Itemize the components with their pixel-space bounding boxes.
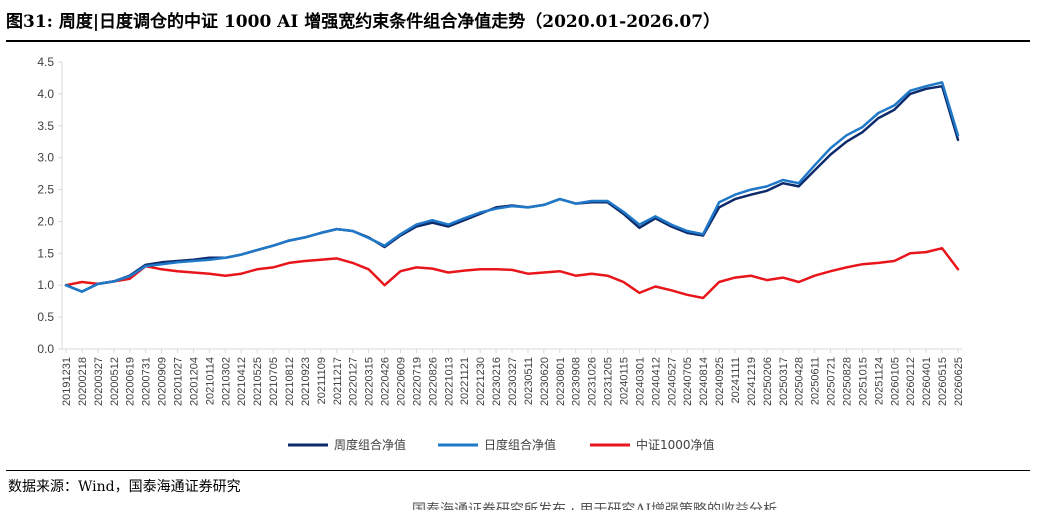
x-tick-label: 20230327 [507, 357, 519, 406]
x-tick-label: 20220826 [427, 357, 439, 406]
y-tick-label: 0.5 [37, 310, 54, 324]
x-tick-label: 20240705 [682, 357, 694, 406]
y-tick-label: 1.0 [37, 278, 54, 292]
x-tick-label: 20210412 [236, 357, 248, 406]
x-tick-label: 20200512 [109, 357, 121, 406]
x-tick-label: 20210705 [268, 357, 280, 406]
x-tick-label: 20250611 [810, 357, 822, 405]
x-tick-label: 20240925 [714, 357, 726, 406]
x-tick-label: 20260105 [889, 357, 901, 406]
plot-area [64, 81, 960, 300]
x-tick-label: 20200909 [157, 357, 169, 406]
x-tick-label: 20200327 [93, 357, 105, 406]
x-tick-label: 20200619 [125, 357, 137, 406]
x-tick-label: 20210302 [220, 357, 232, 406]
y-axis: 0.0 0.5 1.0 1.5 2.0 2.5 3.0 3.5 4.0 4.5 [37, 55, 63, 356]
x-tick-label: 20210812 [284, 357, 296, 406]
x-tick-label: 20251015 [857, 357, 869, 406]
x-tick-label: 20231205 [603, 357, 615, 406]
series-line-index [64, 246, 960, 300]
x-tick-label: 20221230 [475, 357, 487, 406]
y-tick-label: 2.5 [37, 183, 54, 197]
x-axis: 20191231 20200218 20200327 20200512 20200619… [61, 348, 965, 406]
x-tick-label: 20250721 [826, 357, 838, 406]
x-tick-label: 20231026 [587, 357, 599, 406]
x-tick-label: 20220426 [380, 357, 392, 406]
x-tick-label: 20201027 [173, 357, 185, 406]
x-tick-label: 20240115 [619, 357, 631, 405]
x-tick-label: 20260515 [937, 357, 949, 406]
line-chart: 0.00.51.01.52.02.53.03.54.04.5 20191231 2… [37, 55, 965, 452]
x-tick-label: 20230908 [571, 357, 583, 406]
title-divider [6, 40, 1030, 42]
x-tick-label: 20210114 [204, 357, 216, 405]
x-tick-label: 20221121 [459, 357, 471, 405]
x-tick-label: 20250317 [778, 357, 790, 406]
x-tick-label: 20241219 [746, 357, 758, 406]
y-tick-label: 2.0 [37, 214, 54, 228]
x-tick-label: 20241111 [730, 357, 742, 404]
x-tick-label: 20250428 [794, 357, 806, 406]
x-tick-label: 20220127 [348, 357, 360, 406]
y-tick-label: 1.5 [37, 246, 54, 260]
chart-title: 图31: 周度|日度调仓的中证 1000 AI 增强宽约束条件组合净值走势（20… [6, 12, 721, 32]
x-tick-label: 20230620 [539, 357, 551, 406]
x-tick-label: 20200218 [77, 357, 89, 406]
x-tick-label: 20240301 [634, 357, 646, 406]
x-tick-label: 20230511 [523, 357, 535, 405]
x-tick-label: 20220609 [396, 357, 408, 406]
legend-label: 中证1000净值 [636, 437, 715, 452]
x-tick-label: 20191231 [61, 357, 73, 406]
x-tick-label: 20210525 [252, 357, 264, 406]
x-tick-label: 20211217 [332, 357, 344, 405]
y-tick-label: 4.0 [37, 87, 54, 101]
x-tick-label: 20230801 [555, 357, 567, 406]
y-tick-label: 3.5 [37, 119, 54, 133]
x-tick-label: 20240412 [650, 357, 662, 406]
x-tick-label: 20200731 [141, 357, 153, 406]
x-tick-label: 20260212 [905, 357, 917, 406]
x-tick-label: 20260401 [921, 357, 933, 406]
page-footer-text: 国泰海通证券研究所发布 · 用于研究AI增强策略的收益分析 [412, 502, 777, 510]
x-tick-label: 20250828 [842, 357, 854, 406]
x-tick-label: 20210923 [300, 357, 312, 406]
x-tick-label: 20230216 [491, 357, 503, 406]
series-line-daily [64, 81, 960, 293]
x-tick-label: 20240814 [698, 357, 710, 406]
legend-label: 日度组合净值 [484, 437, 556, 452]
x-tick-label: 20251124 [873, 357, 885, 405]
x-tick-label: 20260625 [953, 357, 965, 406]
y-tick-label: 3.0 [37, 151, 54, 165]
y-tick-label: 0.0 [37, 342, 54, 356]
x-tick-label: 20220719 [411, 357, 423, 406]
x-tick-label: 20250206 [762, 357, 774, 406]
x-tick-label: 20221013 [443, 357, 455, 406]
x-tick-label: 20240527 [666, 357, 678, 406]
source-divider [6, 470, 1030, 471]
chart-legend: 周度组合净值 日度组合净值 中证1000净值 [288, 437, 715, 452]
y-tick-label: 4.5 [37, 55, 54, 69]
x-tick-label: 20220315 [364, 357, 376, 406]
x-tick-label: 20201204 [188, 357, 200, 406]
x-tick-label: 20211109 [316, 357, 328, 404]
data-source-note: 数据来源：Wind，国泰海通证券研究 [8, 479, 241, 495]
legend-label: 周度组合净值 [334, 437, 406, 452]
